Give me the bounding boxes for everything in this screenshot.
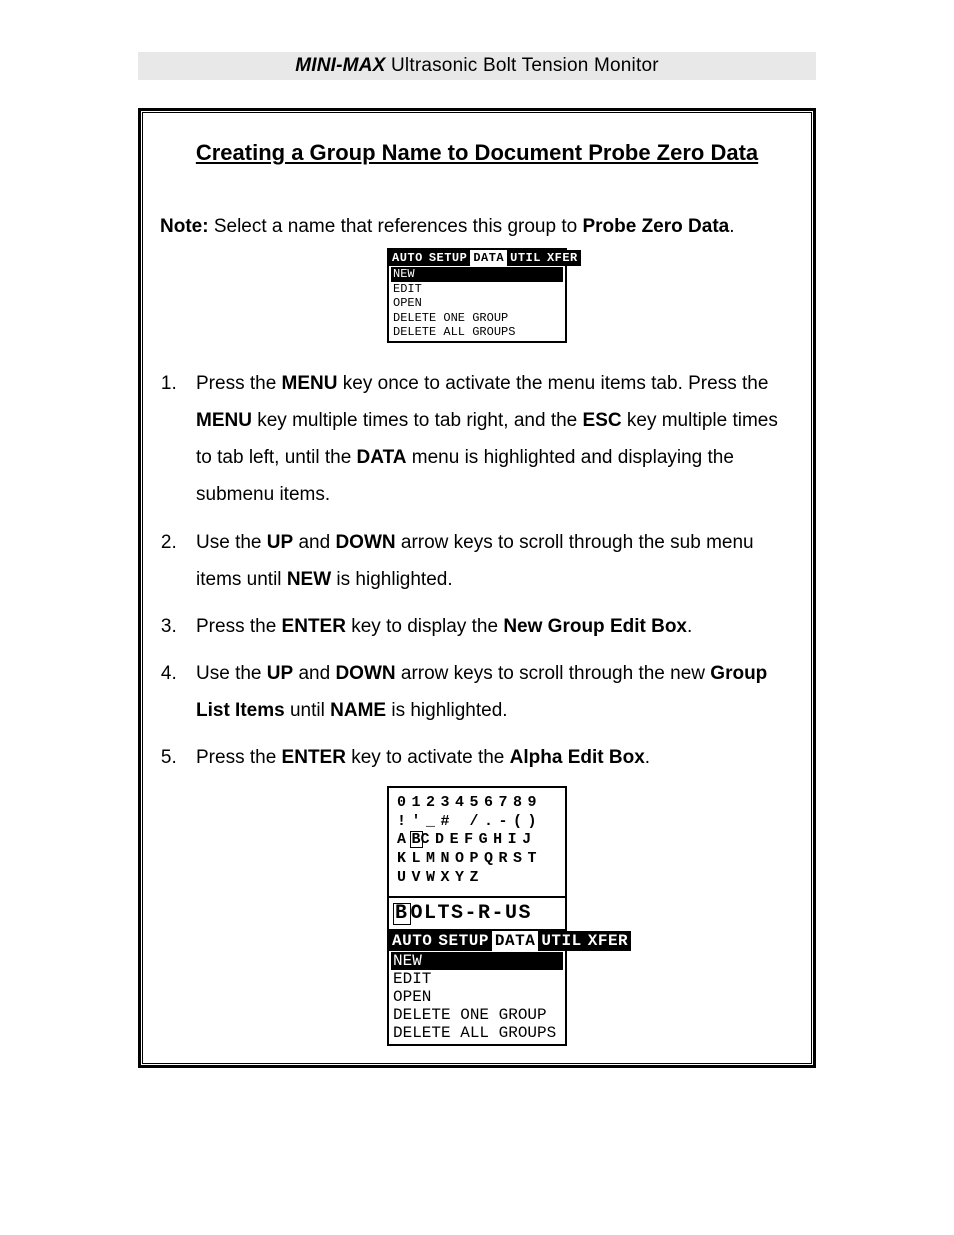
menu-tab-data[interactable]: DATA: [470, 250, 507, 266]
step-key: Alpha Edit Box: [510, 747, 645, 768]
alpha-row: UVWXYZ: [397, 869, 557, 888]
header-bar: MINI-MAX Ultrasonic Bolt Tension Monitor: [138, 52, 816, 80]
step-key: MENU: [196, 410, 252, 431]
alpha-char[interactable]: J: [522, 831, 537, 848]
menu-item[interactable]: EDIT: [391, 282, 563, 296]
note-target: Probe Zero Data: [582, 216, 729, 237]
menu-items-2: NEWEDITOPENDELETE ONE GROUPDELETE ALL GR…: [389, 951, 565, 1044]
step-item: Use the UP and DOWN arrow keys to scroll…: [182, 655, 794, 729]
step-text: .: [645, 747, 650, 768]
step-key: ESC: [583, 410, 622, 431]
alpha-char[interactable]: C: [421, 831, 436, 848]
alpha-row: !'_# /.-(): [397, 813, 557, 832]
menu-tab-xfer[interactable]: XFER: [544, 250, 581, 266]
note-body: Select a name that references this group…: [209, 216, 583, 237]
alpha-row: 0123456789: [397, 794, 557, 813]
page: MINI-MAX Ultrasonic Bolt Tension Monitor…: [0, 0, 954, 1235]
menu-tabs: AUTOSETUPDATAUTILXFER: [389, 250, 565, 266]
step-key: UP: [267, 663, 293, 684]
step-text: and: [293, 532, 335, 553]
menu-item[interactable]: NEW: [391, 267, 563, 281]
menu-item[interactable]: DELETE ONE GROUP: [391, 311, 563, 325]
step-item: Use the UP and DOWN arrow keys to scroll…: [182, 524, 794, 598]
step-key: MENU: [282, 373, 338, 394]
step-key: DOWN: [335, 532, 395, 553]
alpha-char[interactable]: I: [508, 831, 523, 848]
menu-tab-util[interactable]: UTIL: [538, 931, 584, 951]
step-text: key to display the: [346, 616, 503, 637]
menu-tab-setup[interactable]: SETUP: [426, 250, 471, 266]
step-key: NAME: [330, 700, 386, 721]
step-text: Use the: [196, 532, 267, 553]
alpha-char[interactable]: H: [493, 831, 508, 848]
step-text: .: [687, 616, 692, 637]
menu-items: NEWEDITOPENDELETE ONE GROUPDELETE ALL GR…: [389, 266, 565, 341]
menu-item[interactable]: DELETE ALL GROUPS: [391, 325, 563, 339]
menu-tab-auto[interactable]: AUTO: [389, 250, 426, 266]
menu-tab-auto[interactable]: AUTO: [389, 931, 435, 951]
step-text: Use the: [196, 663, 267, 684]
step-key: New Group Edit Box: [503, 616, 687, 637]
menu-tabs-2: AUTOSETUPDATAUTILXFER: [389, 929, 565, 951]
alpha-row: KLMNOPQRST: [397, 850, 557, 869]
step-item: Press the ENTER key to display the New G…: [182, 608, 794, 645]
menu-item[interactable]: OPEN: [391, 296, 563, 310]
step-key: DOWN: [335, 663, 395, 684]
alpha-char[interactable]: F: [464, 831, 479, 848]
alpha-char[interactable]: D: [435, 831, 450, 848]
alpha-name-rest: OLTS-R-US: [411, 902, 533, 925]
alpha-char-grid: 0123456789!'_# /.-()ABCDEFGHIJKLMNOPQRST…: [389, 788, 565, 896]
alpha-char[interactable]: E: [450, 831, 465, 848]
alpha-char[interactable]: G: [479, 831, 494, 848]
header-product: Ultrasonic Bolt Tension Monitor: [386, 55, 659, 76]
data-menu-widget: AUTOSETUPDATAUTILXFER NEWEDITOPENDELETE …: [387, 248, 567, 343]
step-key: ENTER: [282, 747, 346, 768]
step-text: is highlighted.: [386, 700, 507, 721]
menu-item[interactable]: EDIT: [391, 970, 563, 988]
note-line: Note: Select a name that references this…: [160, 216, 794, 238]
step-text: key once to activate the menu items tab.…: [338, 373, 769, 394]
note-label: Note:: [160, 216, 209, 237]
step-text: is highlighted.: [331, 569, 452, 590]
step-key: ENTER: [282, 616, 346, 637]
step-text: until: [285, 700, 330, 721]
note-tail: .: [729, 216, 734, 237]
menu-tab-util[interactable]: UTIL: [507, 250, 544, 266]
step-item: Press the ENTER key to activate the Alph…: [182, 739, 794, 776]
alpha-edit-widget: 0123456789!'_# /.-()ABCDEFGHIJKLMNOPQRST…: [387, 786, 567, 1046]
menu-item[interactable]: NEW: [391, 952, 563, 970]
step-text: and: [293, 663, 335, 684]
menu-tab-xfer[interactable]: XFER: [585, 931, 631, 951]
alpha-name-field: BOLTS-R-US: [389, 896, 565, 929]
steps-list: Press the MENU key once to activate the …: [160, 365, 794, 775]
section-title: Creating a Group Name to Document Probe …: [160, 140, 794, 166]
step-text: Press the: [196, 373, 282, 394]
menu-item[interactable]: DELETE ONE GROUP: [391, 1006, 563, 1024]
step-text: Press the: [196, 616, 282, 637]
menu-tab-data[interactable]: DATA: [492, 931, 538, 951]
menu-item[interactable]: OPEN: [391, 988, 563, 1006]
step-key: NEW: [287, 569, 331, 590]
content-box: Creating a Group Name to Document Probe …: [138, 108, 816, 1068]
menu-item[interactable]: DELETE ALL GROUPS: [391, 1024, 563, 1042]
step-item: Press the MENU key once to activate the …: [182, 365, 794, 513]
step-text: key multiple times to tab right, and the: [252, 410, 583, 431]
step-key: UP: [267, 532, 293, 553]
header-brand: MINI-MAX: [295, 55, 385, 76]
alpha-row: ABCDEFGHIJ: [397, 831, 557, 850]
step-text: key to activate the: [346, 747, 510, 768]
step-text: Press the: [196, 747, 282, 768]
step-text: arrow keys to scroll through the new: [396, 663, 711, 684]
step-key: DATA: [357, 447, 407, 468]
menu-tab-setup[interactable]: SETUP: [435, 931, 492, 951]
alpha-cursor-char: B: [393, 903, 411, 925]
